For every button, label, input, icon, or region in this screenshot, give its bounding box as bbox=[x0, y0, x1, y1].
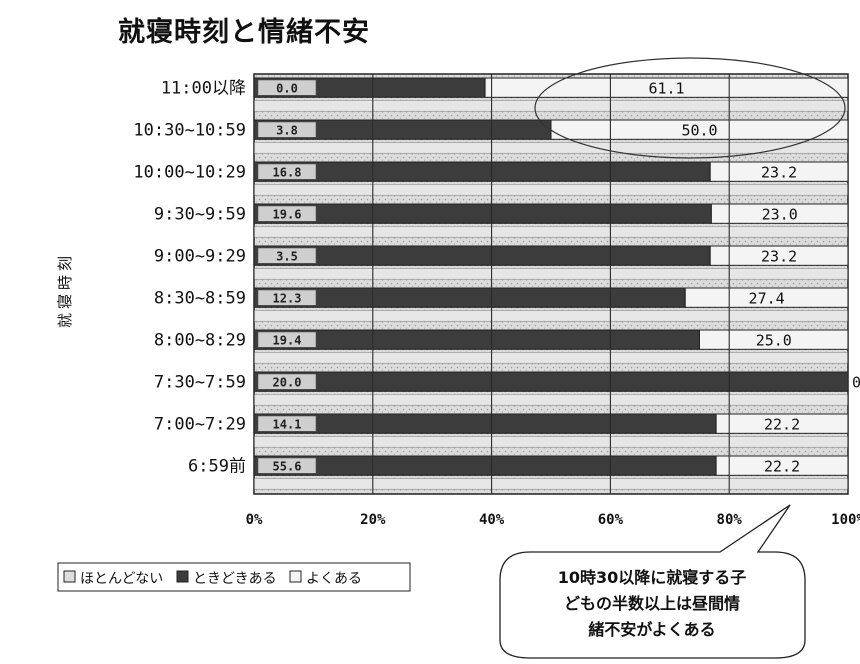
bar-label-box bbox=[257, 331, 317, 348]
bar-label-often: 0 bbox=[852, 374, 860, 392]
bar-label-often: 22.2 bbox=[764, 458, 800, 476]
legend-box bbox=[57, 562, 411, 592]
annotation-text: 緒不安がよくある bbox=[588, 620, 715, 639]
row-band bbox=[253, 436, 849, 448]
bar-label-often: 27.4 bbox=[749, 290, 785, 308]
bar-label-box bbox=[257, 121, 317, 138]
x-tick-label: 0% bbox=[246, 512, 263, 528]
row-band bbox=[253, 394, 849, 406]
bar-sometimes bbox=[253, 371, 849, 392]
bar-label-often: 23.2 bbox=[761, 248, 797, 266]
annotation-text: どもの半数以上は昼間情 bbox=[564, 594, 740, 613]
bar-label-often: 25.0 bbox=[756, 332, 792, 350]
bar-label-box bbox=[257, 289, 317, 306]
bar-label-box bbox=[257, 247, 317, 264]
chart-title: 就寝時刻と情緒不安 bbox=[118, 17, 370, 48]
bar-label-often: 23.0 bbox=[762, 206, 798, 224]
row-band bbox=[253, 100, 849, 112]
bar-label-box bbox=[257, 415, 317, 432]
bar-label-sometimes: 20.0 bbox=[273, 376, 302, 390]
category-label: 9:30~9:59 bbox=[154, 205, 246, 225]
legend-swatch bbox=[63, 570, 76, 583]
category-label: 6:59前 bbox=[188, 457, 246, 477]
y-axis-label: 就寝時刻 bbox=[56, 252, 74, 328]
bar-sometimes bbox=[253, 203, 712, 224]
bar-label-sometimes: 55.6 bbox=[273, 460, 302, 474]
legend-swatch bbox=[289, 570, 302, 583]
row-band bbox=[253, 268, 849, 280]
bar-label-often: 22.2 bbox=[764, 416, 800, 434]
highlight-ellipse bbox=[534, 57, 846, 159]
bar-label-sometimes: 3.8 bbox=[276, 124, 298, 138]
bar-label-often: 23.2 bbox=[761, 164, 797, 182]
x-tick-label: 100% bbox=[831, 512, 860, 528]
bar-label-sometimes: 19.6 bbox=[273, 208, 302, 222]
row-band bbox=[253, 226, 849, 238]
bar-sometimes bbox=[253, 329, 700, 350]
category-label: 9:00~9:29 bbox=[154, 247, 246, 267]
legend-label: ほとんどない bbox=[80, 571, 163, 587]
bar-label-box bbox=[257, 457, 317, 474]
category-label: 8:30~8:59 bbox=[154, 289, 246, 309]
bar-label-sometimes: 0.0 bbox=[276, 82, 298, 96]
x-tick-label: 80% bbox=[717, 512, 743, 528]
bar-sometimes bbox=[253, 245, 711, 266]
bar-sometimes bbox=[253, 161, 711, 182]
row-band bbox=[253, 142, 849, 154]
category-label: 7:00~7:29 bbox=[154, 415, 246, 435]
row-band bbox=[253, 478, 849, 490]
bar-label-sometimes: 19.4 bbox=[273, 334, 302, 348]
annotation-bubble bbox=[499, 504, 806, 659]
bar-label-often: 50.0 bbox=[681, 122, 717, 140]
category-label: 10:00~10:29 bbox=[133, 163, 246, 183]
bar-sometimes bbox=[253, 287, 686, 308]
bar-sometimes bbox=[253, 413, 717, 434]
bar-label-box bbox=[257, 163, 317, 180]
bar-label-sometimes: 14.1 bbox=[273, 418, 302, 432]
bar-label-sometimes: 3.5 bbox=[276, 250, 298, 264]
bar-label-box bbox=[257, 205, 317, 222]
category-label: 7:30~7:59 bbox=[154, 373, 246, 393]
bar-label-box bbox=[257, 373, 317, 390]
category-label: 8:00~8:29 bbox=[154, 331, 246, 351]
x-tick-label: 20% bbox=[360, 512, 386, 528]
legend-label: よくある bbox=[306, 571, 362, 587]
legend-swatch bbox=[176, 570, 189, 583]
row-band bbox=[253, 310, 849, 322]
bar-label-sometimes: 16.8 bbox=[273, 166, 302, 180]
x-tick-label: 40% bbox=[479, 512, 505, 528]
legend-label: ときどきある bbox=[193, 571, 277, 587]
annotation-text: 10時30以降に就寝する子 bbox=[558, 568, 747, 587]
bar-label-sometimes: 12.3 bbox=[273, 292, 302, 306]
bar-label-box bbox=[257, 79, 317, 96]
category-label: 10:30~10:59 bbox=[133, 121, 246, 141]
row-band bbox=[253, 184, 849, 196]
row-band bbox=[253, 352, 849, 364]
category-label: 11:00以降 bbox=[161, 79, 246, 99]
x-tick-label: 60% bbox=[598, 512, 624, 528]
bar-label-often: 61.1 bbox=[648, 80, 684, 98]
bar-sometimes bbox=[253, 455, 717, 476]
